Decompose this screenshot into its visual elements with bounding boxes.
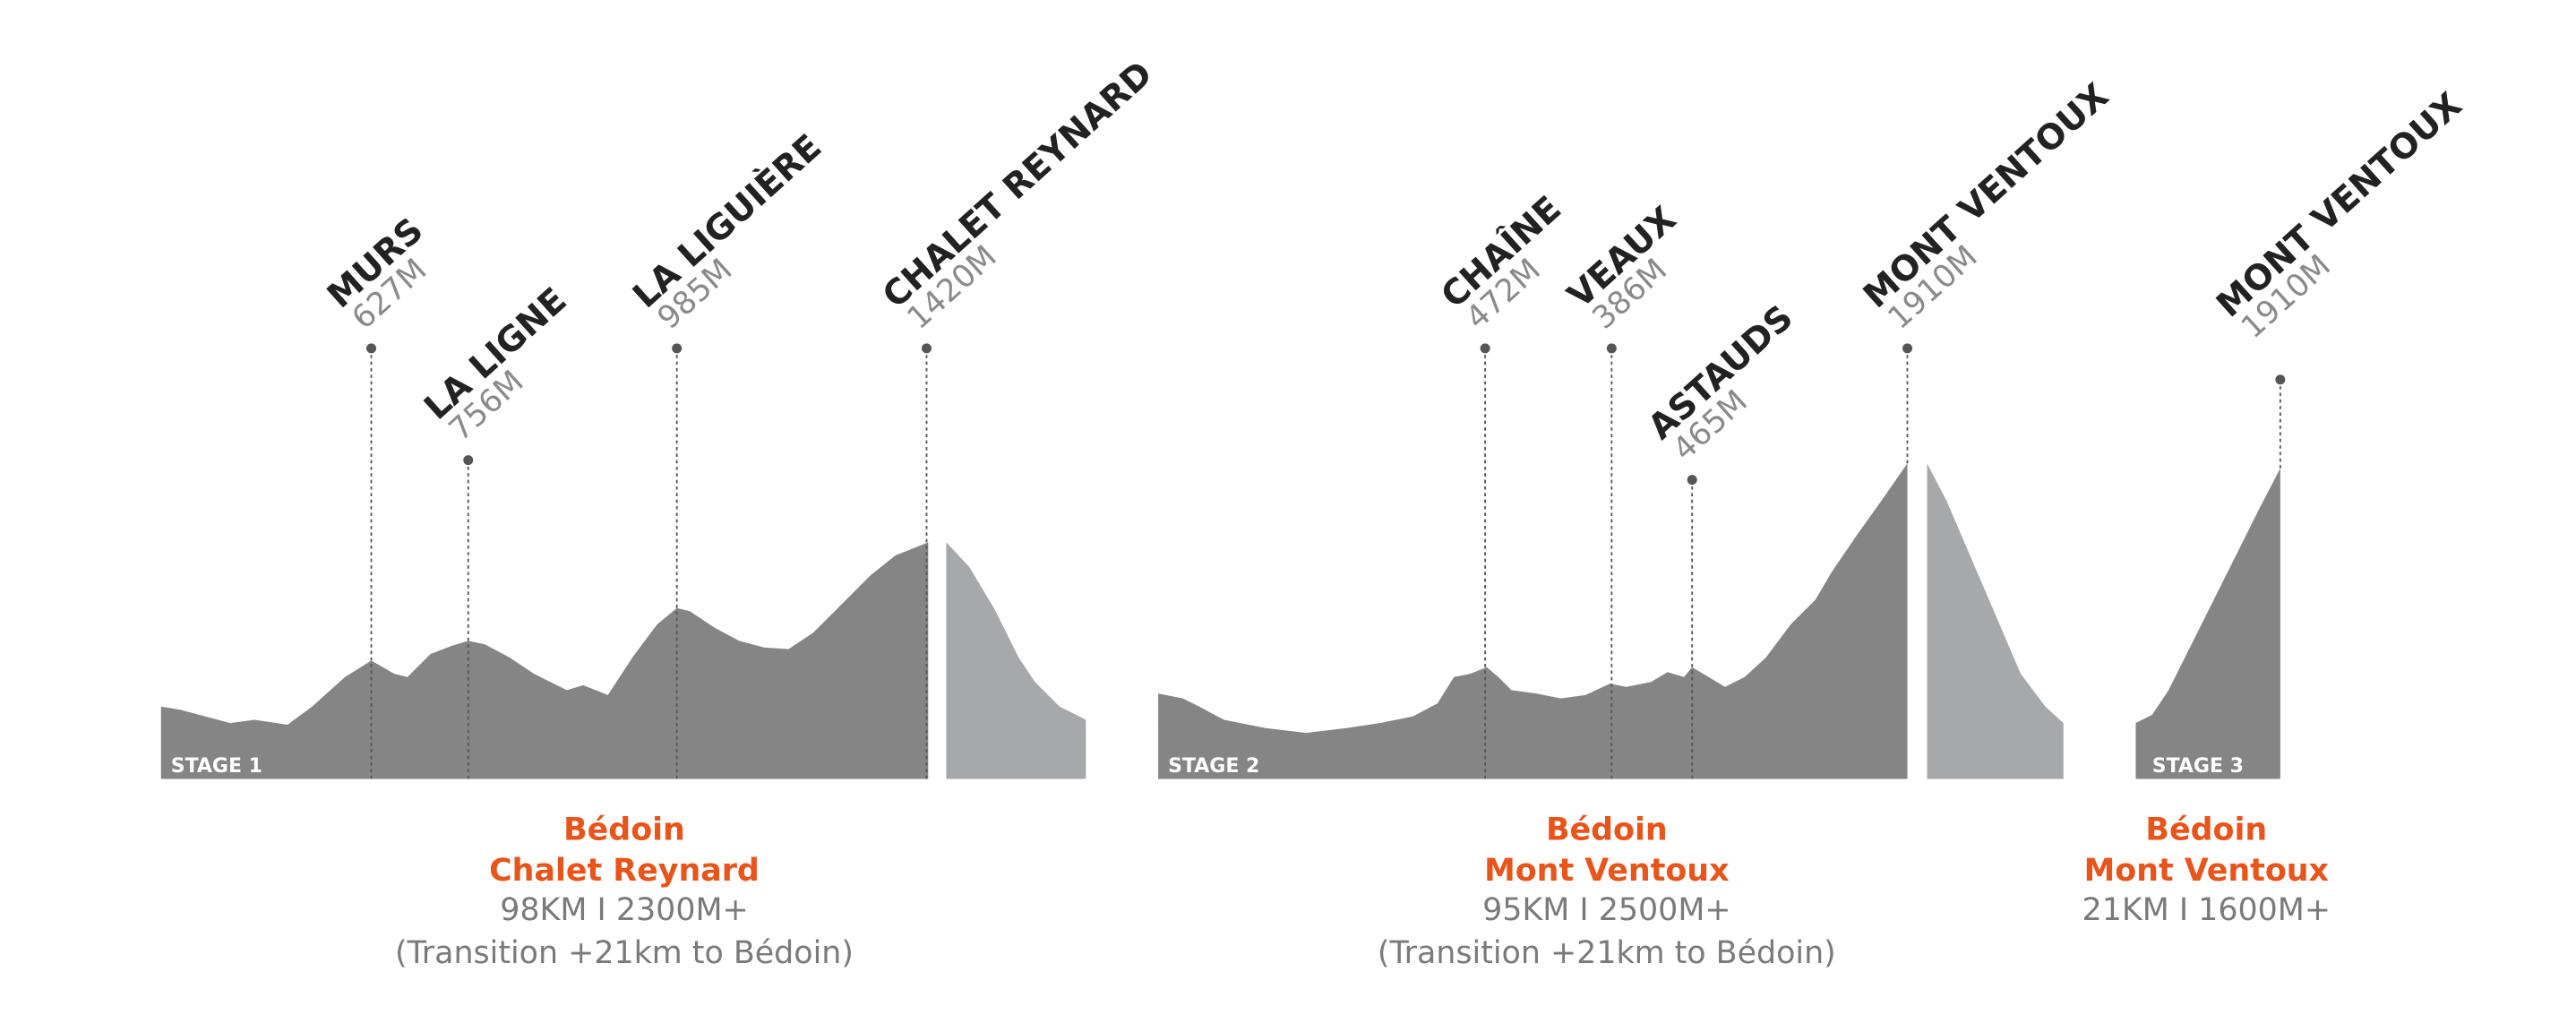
- peak-dot: [2275, 374, 2286, 385]
- stage-label: STAGE 1: [171, 755, 262, 778]
- transition-1-profile: [946, 542, 1086, 779]
- stage-2-profile: [1158, 463, 1908, 779]
- stage-stats: 98KM I 2300M+: [500, 892, 749, 928]
- stage-label: STAGE 3: [2152, 755, 2244, 778]
- stage-1-profile: [160, 542, 929, 779]
- peak-dot: [1606, 343, 1617, 354]
- stage-end: Chalet Reynard: [489, 853, 760, 889]
- stage-stats: 95KM I 2500M+: [1482, 892, 1730, 928]
- peak-name: CHALET REYNARD: [875, 54, 1161, 316]
- transition-2-profile: [1927, 463, 2064, 779]
- peak-dot: [463, 455, 474, 466]
- stage-stats: 21KM I 1600M+: [2082, 892, 2331, 928]
- peak-dot: [1480, 343, 1490, 354]
- peak-dot: [921, 343, 932, 354]
- stage-note: (Transition +21km to Bédoin): [395, 935, 854, 971]
- stage-start: Bédoin: [2145, 812, 2267, 847]
- stage-start: Bédoin: [1546, 812, 1668, 847]
- peak-dot: [672, 343, 683, 354]
- stage-end: Mont Ventoux: [2084, 853, 2329, 889]
- stage-3-profile: [2135, 468, 2280, 779]
- stage-start: Bédoin: [563, 812, 685, 847]
- peak-name: MONT VENTOUX: [1856, 76, 2117, 316]
- stage-label: STAGE 2: [1168, 755, 1259, 778]
- peak-name: MONT VENTOUX: [2209, 85, 2469, 325]
- peak-dot: [366, 343, 377, 354]
- stage-note: (Transition +21km to Bédoin): [1378, 935, 1836, 971]
- peak-markers: [366, 343, 2286, 779]
- stage-end: Mont Ventoux: [1484, 853, 1729, 889]
- peak-dot: [1902, 343, 1912, 354]
- peak-dot: [1687, 475, 1697, 486]
